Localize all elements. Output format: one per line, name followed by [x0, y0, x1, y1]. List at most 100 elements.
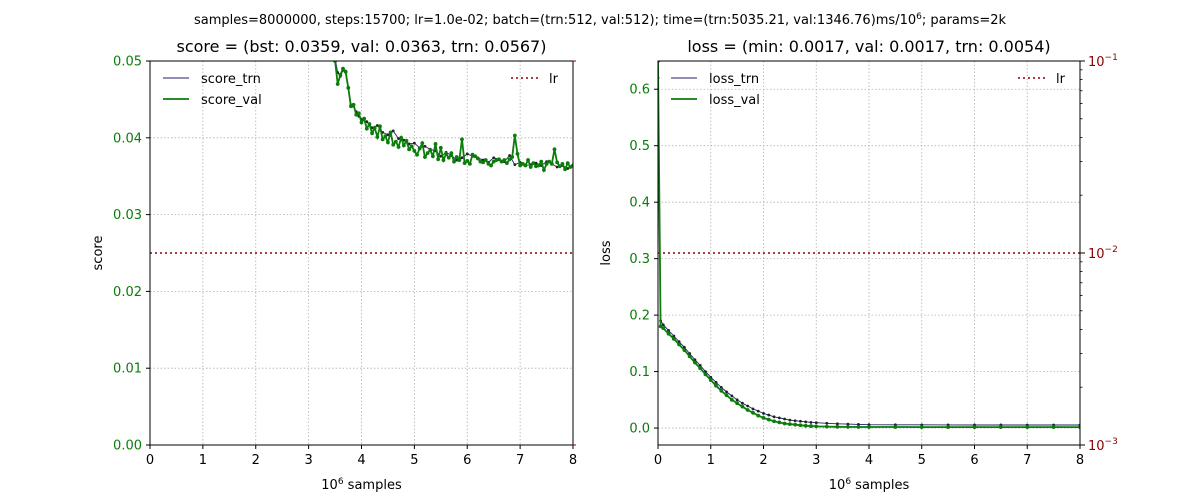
loss_val-point	[751, 410, 755, 415]
loss-series	[658, 61, 1080, 429]
score_val-point	[457, 158, 462, 162]
score_val-point	[396, 145, 401, 149]
score_val-point	[449, 151, 454, 156]
score_val-point	[341, 66, 345, 71]
loss-x-tick-label: 5	[918, 453, 926, 468]
loss_trn-point	[661, 323, 665, 327]
loss_val-point	[814, 424, 819, 429]
score_val-point	[552, 147, 557, 152]
loss_val-point	[798, 423, 803, 428]
score_val-point	[372, 125, 377, 130]
score-legend-val: score_val	[201, 93, 262, 108]
score_val-point	[359, 120, 364, 125]
loss-x-label: 106 samples	[829, 477, 910, 493]
score_trn-point	[375, 124, 379, 127]
loss_val-point	[714, 383, 718, 388]
loss_trn-point	[698, 363, 702, 367]
loss_trn-point	[762, 411, 765, 415]
score_trn-point	[460, 156, 464, 160]
loss_val-point	[919, 425, 924, 429]
score-y-label: score	[91, 236, 106, 271]
score-series	[333, 61, 573, 173]
suptitle-exponent: 6	[916, 12, 922, 22]
loss_val-point	[1025, 425, 1030, 429]
score_val-point	[338, 72, 343, 77]
loss-x-tick-label: 4	[865, 453, 873, 468]
loss-y-tick-label: 0.4	[629, 196, 650, 211]
loss_trn-point	[857, 422, 860, 426]
score-y-tick-label: 0.05	[113, 55, 142, 70]
loss_val-point	[946, 425, 951, 429]
suptitle-tail: ; params=2k	[922, 13, 1007, 28]
score-x-tick-label: 8	[569, 453, 577, 468]
score_val-point	[430, 154, 435, 159]
loss-y-tick-label: 0.5	[629, 139, 650, 154]
score-x-tick-label: 0	[146, 453, 154, 468]
loss_trn-point	[825, 421, 829, 425]
loss_val-point	[782, 421, 787, 426]
loss_val-point	[867, 425, 871, 429]
loss_trn-point	[783, 417, 786, 421]
loss_val-point	[824, 424, 829, 429]
score-y-tick-label: 0.01	[113, 362, 142, 377]
loss-y-ticks: 0.0 0.1 0.2 0.3 0.4 0.5 0.6	[629, 83, 658, 437]
loss_val-point	[735, 401, 740, 406]
score-x-tick-label: 7	[516, 453, 524, 468]
lr-tick-exponent: −1	[1105, 53, 1118, 63]
loss_val-point	[846, 425, 850, 429]
score_val-point	[417, 146, 422, 151]
score_val-point	[409, 144, 414, 149]
score-x-ticks: 0 1 2 3 4 5 6 7 8	[146, 445, 577, 468]
score_val-point	[412, 148, 417, 153]
score_trn-point	[566, 167, 570, 170]
loss-x-tick-label: 0	[654, 453, 662, 468]
loss_val-point	[671, 336, 676, 341]
score_val-point	[531, 161, 536, 166]
score_val-point	[404, 138, 409, 143]
score_val-point	[388, 130, 393, 135]
score_val-point	[557, 164, 562, 169]
score_val-point	[383, 134, 388, 139]
loss-legend-lr: lr	[1056, 72, 1066, 87]
score_val-point	[378, 124, 382, 129]
score_val-point	[433, 142, 438, 146]
loss-y-tick-label: 0.6	[629, 83, 650, 98]
score_val-point	[489, 163, 493, 168]
loss_val-point	[708, 378, 713, 382]
score_trn-point	[534, 161, 538, 165]
loss_trn-point	[725, 390, 728, 394]
loss_val-point	[724, 393, 729, 398]
loss-lr-log-ticks: 10−110−210−3	[1080, 53, 1118, 454]
loss_val-point	[809, 424, 813, 428]
score_val-point	[380, 137, 385, 142]
score_trn-point	[513, 163, 517, 167]
loss_val-point	[745, 408, 750, 412]
loss_val-point	[787, 422, 792, 427]
score_val-point	[536, 163, 541, 168]
loss_val-point	[677, 342, 681, 347]
score_trn-point	[365, 120, 369, 124]
lr-tick-label: 10−1	[1088, 53, 1118, 70]
loss_trn-point	[746, 404, 750, 408]
score_val-point	[438, 145, 443, 150]
loss_val-point	[740, 404, 745, 409]
loss-y-label: loss	[599, 240, 614, 265]
score-x-tick-label: 2	[252, 453, 260, 468]
loss-title: loss = (min: 0.0017, val: 0.0017, trn: 0…	[687, 37, 1050, 56]
score_val-point	[547, 159, 552, 164]
score_val-point	[375, 135, 380, 139]
loss-x-tick-label: 6	[970, 453, 978, 468]
score_trn-point	[508, 154, 511, 157]
loss-y-tick-label: 0.0	[629, 422, 650, 437]
loss_trn-point	[667, 328, 670, 332]
score_val-point	[539, 159, 544, 164]
score_val-point	[505, 161, 509, 166]
loss_trn-point	[719, 386, 723, 389]
score_val-point	[425, 151, 430, 156]
score_val-point	[563, 167, 567, 172]
score_val-point	[362, 116, 367, 121]
loss_val-point	[893, 425, 898, 429]
score_val-point	[555, 160, 560, 165]
loss_trn-point	[735, 398, 739, 402]
